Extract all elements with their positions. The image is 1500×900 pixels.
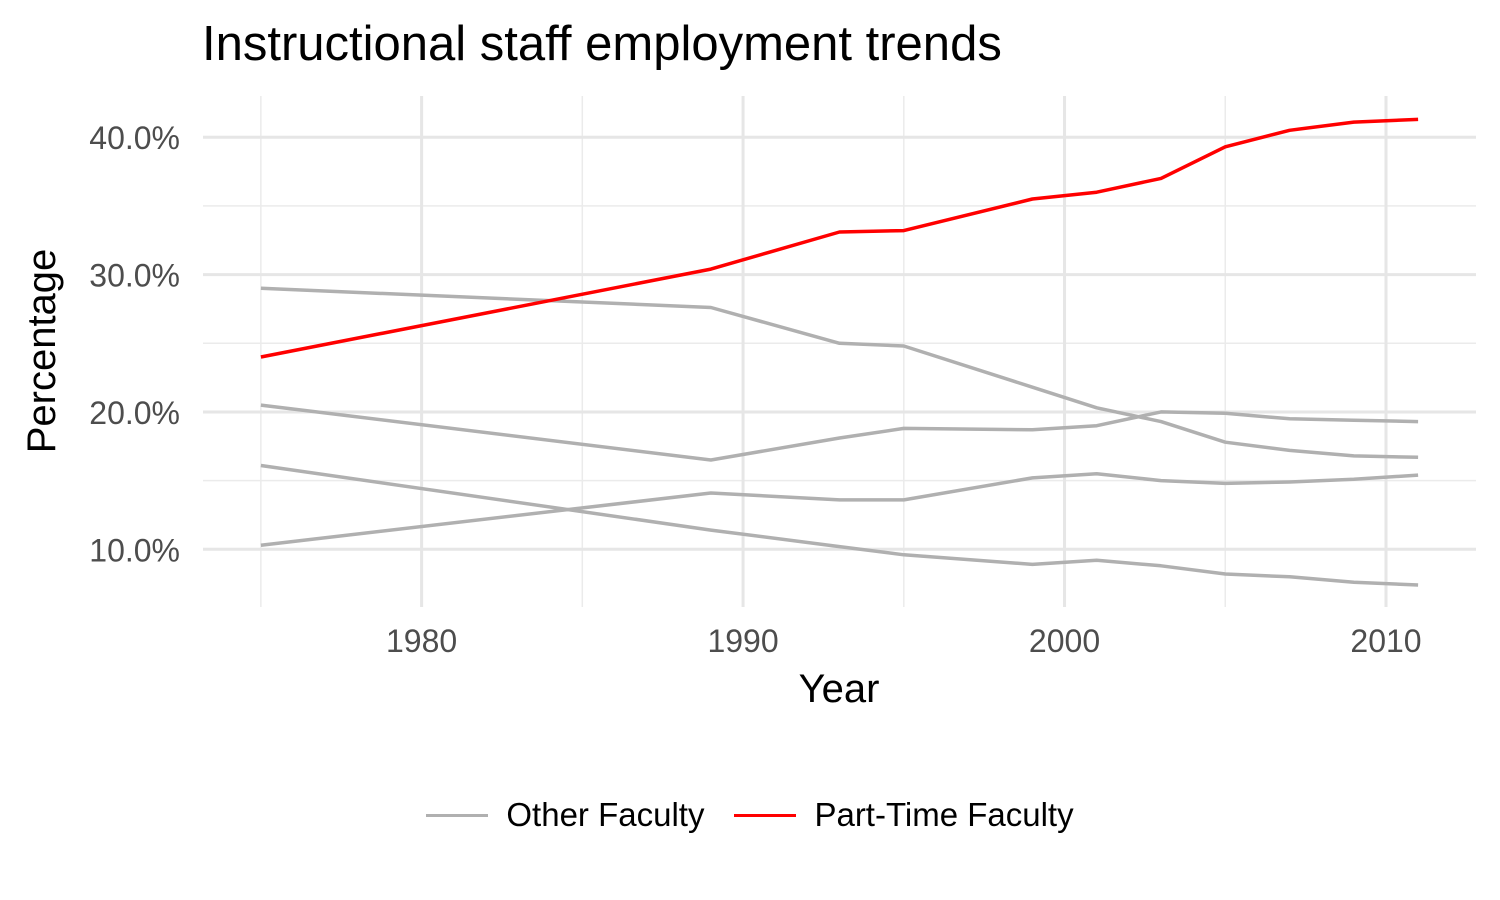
y-tick-label: 10.0% xyxy=(89,532,180,568)
y-tick-label: 20.0% xyxy=(89,395,180,431)
legend-label-part-time-faculty: Part-Time Faculty xyxy=(814,796,1074,833)
x-tick-label: 2010 xyxy=(1350,623,1421,659)
legend-key-part-time-faculty xyxy=(734,813,797,817)
series-line-other-faculty-4 xyxy=(260,472,1419,547)
x-tick-label: 2000 xyxy=(1029,623,1100,659)
y-tick-labels: 10.0% 20.0% 30.0% 40.0% xyxy=(89,120,180,568)
y-tick-label: 40.0% xyxy=(89,120,180,156)
legend: Other Faculty Part-Time Faculty xyxy=(0,796,1500,834)
series-line-part-time-faculty-5 xyxy=(260,117,1419,359)
legend-label-other-faculty: Other Faculty xyxy=(506,796,705,833)
x-axis-title: Year xyxy=(799,667,880,711)
series-line-other-faculty-2 xyxy=(260,403,1419,462)
legend-key-other-faculty xyxy=(426,813,489,817)
x-tick-labels: 1980 1990 2000 2010 xyxy=(386,623,1422,659)
legend-item-part-time-faculty: Part-Time Faculty xyxy=(734,796,1074,834)
x-tick-label: 1990 xyxy=(707,623,778,659)
series-line-other-faculty-3 xyxy=(260,463,1419,587)
legend-item-other-faculty: Other Faculty xyxy=(426,796,704,834)
x-tick-label: 1980 xyxy=(386,623,457,659)
chart-title: Instructional staff employment trends xyxy=(202,17,1002,71)
y-tick-label: 30.0% xyxy=(89,258,180,294)
series-line-other-faculty-1 xyxy=(260,286,1419,460)
series-layer xyxy=(260,117,1419,587)
y-axis-title: Percentage xyxy=(20,249,64,454)
line-chart: 10.0% 20.0% 30.0% 40.0% 1980 1990 2000 2010 Ye… xyxy=(20,96,1476,711)
